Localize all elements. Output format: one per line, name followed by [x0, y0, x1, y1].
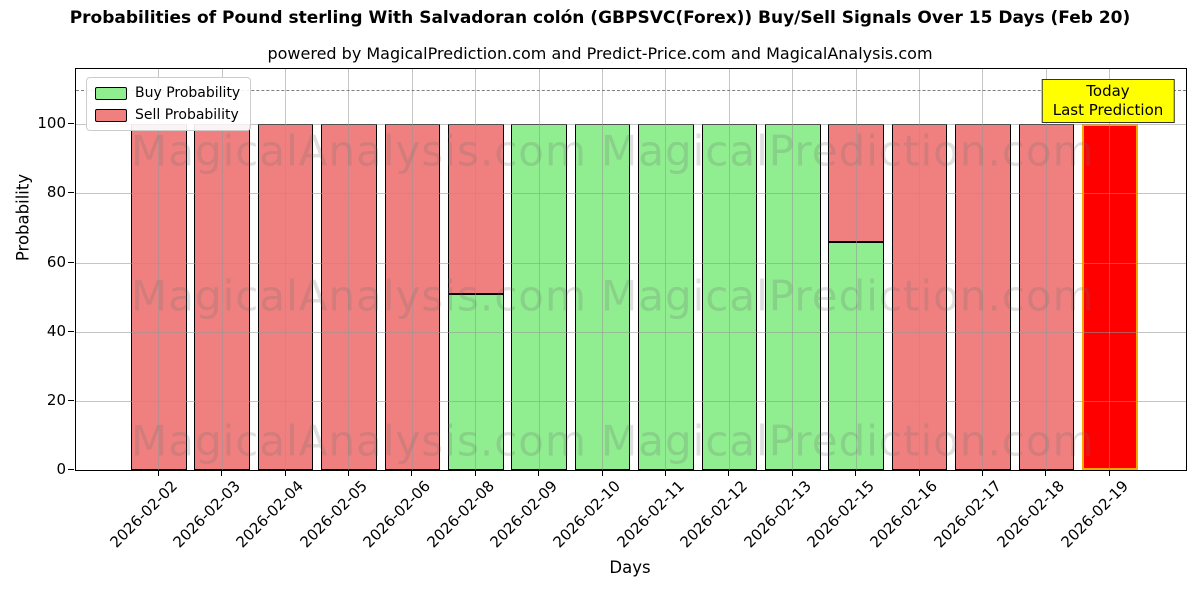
- gridline-vertical: [919, 69, 921, 470]
- today-annotation: Today Last Prediction: [1041, 79, 1175, 123]
- x-tick-mark: [855, 470, 857, 476]
- watermark-text: MagicalAnalysis.com: [131, 271, 587, 321]
- x-tick-mark: [1045, 470, 1047, 476]
- legend: Buy Probability Sell Probability: [86, 77, 252, 131]
- x-tick-mark: [284, 470, 286, 476]
- x-tick-label: 2026-02-08: [423, 477, 498, 552]
- x-tick-label: 2026-02-12: [676, 477, 752, 552]
- legend-label-buy: Buy Probability: [135, 85, 241, 101]
- today-annotation-line1: Today: [1086, 82, 1130, 100]
- gridline-vertical: [348, 69, 350, 470]
- y-tick-label: 40: [46, 321, 66, 340]
- gridline-vertical: [792, 69, 794, 470]
- gridline-vertical: [855, 69, 857, 470]
- x-tick-mark: [664, 470, 666, 476]
- y-tick-mark: [68, 469, 74, 470]
- chart-subtitle: powered by MagicalPrediction.com and Pre…: [267, 44, 933, 63]
- legend-item-buy: Buy Probability: [95, 85, 240, 101]
- chart-title: Probabilities of Pound sterling With Sal…: [69, 8, 1131, 28]
- x-axis-label: Days: [609, 558, 651, 577]
- x-tick-mark: [981, 470, 983, 476]
- gridline-vertical: [728, 69, 730, 470]
- gridline-vertical: [1109, 69, 1111, 470]
- x-tick-label: 2026-02-09: [486, 477, 561, 552]
- sell-swatch-icon: [95, 108, 127, 122]
- watermark-text: MagicalAnalysis.com: [131, 416, 587, 466]
- y-tick-label: 0: [56, 460, 66, 478]
- gridline-vertical: [158, 69, 160, 470]
- x-tick-label: 2026-02-05: [296, 477, 371, 552]
- x-tick-label: 2026-02-03: [169, 477, 244, 552]
- watermark-text: MagicalPrediction.com: [601, 416, 1095, 466]
- x-tick-label: 2026-02-04: [232, 477, 308, 552]
- y-tick-mark: [68, 261, 74, 263]
- x-tick-label: 2026-02-10: [549, 477, 625, 552]
- gridline-horizontal: [76, 331, 1186, 333]
- today-annotation-line2: Last Prediction: [1052, 101, 1164, 119]
- x-tick-label: 2026-02-19: [1057, 477, 1132, 552]
- gridline-vertical: [1045, 69, 1047, 470]
- x-tick-label: 2026-02-11: [613, 477, 688, 552]
- watermark-text: MagicalPrediction.com: [601, 271, 1095, 321]
- x-tick-mark: [791, 470, 793, 476]
- x-tick-label: 2026-02-15: [803, 477, 878, 552]
- gridline-horizontal: [76, 193, 1186, 195]
- gridline-vertical: [602, 69, 604, 470]
- gridline-horizontal: [76, 400, 1186, 402]
- gridline-horizontal: [76, 124, 1186, 126]
- gridline-vertical: [475, 69, 477, 470]
- x-tick-mark: [474, 470, 476, 476]
- gridline-vertical: [665, 69, 667, 470]
- x-tick-label: 2026-02-18: [993, 477, 1069, 552]
- watermark-text: MagicalAnalysis.com: [131, 126, 587, 176]
- y-tick-label: 20: [46, 390, 66, 409]
- x-tick-mark: [347, 470, 349, 476]
- legend-label-sell: Sell Probability: [135, 107, 239, 123]
- x-tick-label: 2026-02-17: [930, 477, 1005, 552]
- buy-swatch-icon: [95, 86, 127, 100]
- x-tick-label: 2026-02-16: [866, 477, 942, 552]
- x-tick-mark: [411, 470, 413, 476]
- x-tick-mark: [601, 470, 603, 476]
- y-tick-label: 80: [46, 183, 66, 202]
- x-tick-label: 2026-02-06: [359, 477, 435, 552]
- x-tick-mark: [157, 470, 159, 476]
- gridline-vertical: [285, 69, 287, 470]
- y-tick-mark: [68, 399, 74, 401]
- legend-item-sell: Sell Probability: [95, 107, 240, 123]
- gridline-vertical: [221, 69, 223, 470]
- y-tick-label: 60: [46, 252, 66, 271]
- x-tick-mark: [538, 470, 540, 476]
- x-tick-mark: [221, 470, 223, 476]
- y-tick-mark: [68, 330, 74, 332]
- x-tick-mark: [1108, 470, 1110, 476]
- gridline-vertical: [982, 69, 984, 470]
- dashed-threshold-line: [76, 89, 1186, 91]
- x-tick-label: 2026-02-02: [106, 477, 181, 552]
- gridline-vertical: [411, 69, 413, 470]
- y-tick-label: 100: [37, 114, 66, 133]
- y-tick-mark: [68, 123, 74, 125]
- watermark-text: MagicalPrediction.com: [601, 126, 1095, 176]
- x-tick-mark: [728, 470, 730, 476]
- gridline-vertical: [538, 69, 540, 470]
- x-tick-mark: [918, 470, 920, 476]
- x-tick-label: 2026-02-13: [740, 477, 815, 552]
- y-tick-mark: [68, 192, 74, 194]
- gridline-horizontal: [76, 262, 1186, 264]
- plot-area: MagicalAnalysis.com MagicalPrediction.com…: [75, 68, 1187, 471]
